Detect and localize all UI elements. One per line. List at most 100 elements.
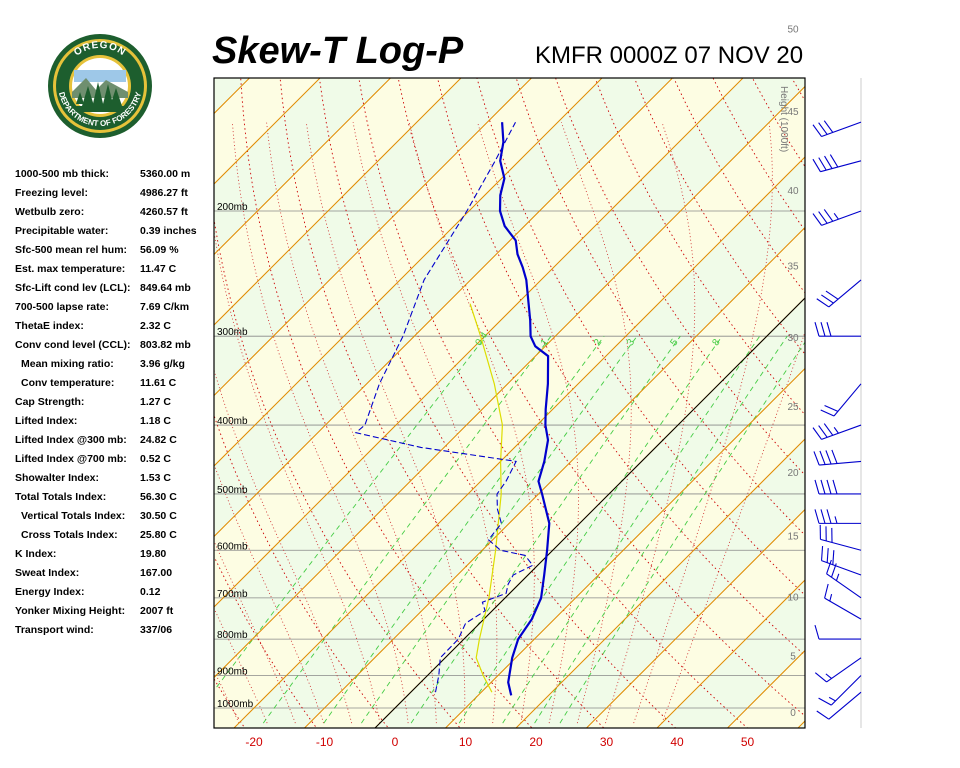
wind-barb-shaft bbox=[820, 538, 862, 551]
index-value: 11.47 C bbox=[140, 263, 177, 275]
wind-barb-flag bbox=[814, 322, 820, 337]
isotherm-line bbox=[214, 78, 533, 397]
dry-adiabat-line bbox=[240, 78, 533, 728]
index-label: Conv cond level (CCL): bbox=[15, 339, 131, 351]
isotherm-band bbox=[798, 721, 805, 728]
index-value: 337/06 bbox=[140, 624, 173, 636]
wind-barb-shaft bbox=[819, 460, 862, 466]
index-value: 56.09 % bbox=[140, 244, 179, 256]
index-row: Total Totals Index: 56.30 C bbox=[15, 491, 215, 510]
index-label: Mean mixing ratio: bbox=[21, 358, 114, 370]
index-row: Sfc-500 mean rel hum: 56.09 % bbox=[15, 244, 215, 263]
wind-barb bbox=[812, 154, 862, 173]
temperature-profile-line bbox=[498, 122, 551, 696]
index-row: Est. max temperature: 11.47 C bbox=[15, 263, 215, 282]
wind-barb bbox=[814, 479, 861, 495]
wind-barb-flag bbox=[820, 509, 826, 524]
temperature-tick-label: 20 bbox=[529, 735, 543, 749]
index-label: Sfc-Lift cond lev (LCL): bbox=[15, 282, 131, 294]
stability-indices-panel: 1000-500 mb thick: 5360.00 m Freezing leve… bbox=[15, 168, 215, 643]
isotherm-line bbox=[797, 720, 805, 728]
index-label: 1000-500 mb thick: bbox=[15, 168, 109, 180]
dry-adiabat-line bbox=[555, 78, 805, 476]
height-tick-label: 25 bbox=[787, 402, 799, 413]
mixing-ratio-line bbox=[458, 335, 723, 724]
wind-barb bbox=[816, 691, 862, 720]
mixing-ratio-label: 2 bbox=[592, 337, 604, 348]
pressure-label: 1000mb bbox=[217, 699, 254, 710]
wind-barb-flag bbox=[820, 546, 824, 561]
wind-barb-flag bbox=[829, 154, 839, 168]
index-label: Lifted Index: bbox=[15, 415, 78, 427]
dry-adiabat-line bbox=[824, 0, 960, 737]
wind-barb-shaft bbox=[826, 573, 862, 599]
isotherm-band bbox=[214, 78, 805, 678]
wind-barb-flag bbox=[832, 550, 835, 565]
wind-barb-flag bbox=[818, 211, 828, 224]
index-label: Precipitable water: bbox=[15, 225, 109, 237]
wind-barb bbox=[814, 624, 861, 640]
index-label: Cross Totals Index: bbox=[21, 529, 118, 541]
wind-barb-shaft bbox=[820, 160, 862, 173]
wind-barb-flag bbox=[820, 409, 835, 417]
moist-adiabat-line bbox=[214, 368, 353, 724]
wind-barb-shaft bbox=[824, 597, 862, 620]
height-tick-label: 15 bbox=[787, 531, 799, 542]
index-label: Wetbulb zero: bbox=[15, 206, 85, 218]
mixing-ratio-label: 5 bbox=[668, 337, 680, 348]
index-row: Wetbulb zero: 4260.57 ft bbox=[15, 206, 215, 225]
chart-title: Skew-T Log-P bbox=[212, 30, 464, 72]
isotherm-line bbox=[233, 156, 805, 728]
pressure-label: 300mb bbox=[217, 327, 248, 338]
wind-barb-flag bbox=[818, 157, 827, 171]
wind-barb-flag bbox=[824, 583, 829, 599]
wind-barb-shaft bbox=[828, 279, 862, 308]
index-label: Freezing level: bbox=[15, 187, 88, 199]
pressure-label: 500mb bbox=[217, 485, 248, 496]
dry-adiabat-line bbox=[318, 78, 677, 728]
wind-barb-flag bbox=[823, 120, 834, 133]
wind-barb-flag bbox=[826, 322, 832, 337]
wind-barb-flag bbox=[832, 479, 838, 495]
mixing-ratio-line bbox=[559, 341, 805, 724]
index-value: 1.53 C bbox=[140, 472, 171, 484]
index-value: 4260.57 ft bbox=[140, 206, 188, 218]
moist-adiabat-line bbox=[605, 122, 696, 724]
index-value: 0.39 inches bbox=[140, 225, 197, 237]
wind-barb-half-flag bbox=[828, 696, 836, 702]
mixing-ratio-label: 8 bbox=[710, 337, 722, 348]
index-value: 2007 ft bbox=[140, 605, 174, 617]
index-value: 3.96 g/kg bbox=[140, 358, 185, 370]
wind-barb-flag bbox=[812, 124, 822, 137]
mixing-ratio-line bbox=[323, 335, 605, 724]
wind-barb bbox=[813, 449, 862, 466]
freezing-isotherm-line bbox=[374, 297, 805, 728]
index-row: Yonker Mixing Height: 2007 ft bbox=[15, 605, 215, 624]
wind-barb-flag bbox=[823, 209, 834, 222]
index-row: K Index: 19.80 bbox=[15, 548, 215, 567]
mixing-ratio-line bbox=[534, 335, 788, 724]
wind-barb-flag bbox=[826, 548, 829, 563]
parcel-trace-line bbox=[469, 303, 504, 693]
mixing-ratio-lines bbox=[214, 335, 805, 724]
wind-barb-half-flag bbox=[825, 673, 832, 679]
wind-barb bbox=[824, 583, 862, 620]
temperature-tick-label: 0 bbox=[392, 735, 399, 749]
moist-adiabat-line bbox=[633, 122, 773, 724]
pressure-label: 800mb bbox=[217, 630, 248, 641]
wind-barb bbox=[814, 657, 862, 683]
oregon-forestry-logo: OREGON DEPARTMENT OF FORESTRY bbox=[46, 32, 154, 140]
index-row: Precipitable water: 0.39 inches bbox=[15, 225, 215, 244]
dry-adiabat-line bbox=[633, 78, 805, 355]
wind-barb-shaft bbox=[821, 560, 862, 576]
index-row: Conv temperature: 11.61 C bbox=[15, 377, 215, 396]
wind-barb-flag bbox=[812, 213, 822, 226]
isotherm-line bbox=[214, 78, 674, 538]
index-label: K Index: bbox=[15, 548, 57, 560]
index-value: 5360.00 m bbox=[140, 168, 191, 180]
index-row: ThetaE index: 2.32 C bbox=[15, 320, 215, 339]
index-label: Transport wind: bbox=[15, 624, 94, 636]
wind-barb-flag bbox=[813, 451, 820, 466]
wind-barb-flag bbox=[814, 672, 827, 683]
temperature-tick-label: 50 bbox=[741, 735, 755, 749]
